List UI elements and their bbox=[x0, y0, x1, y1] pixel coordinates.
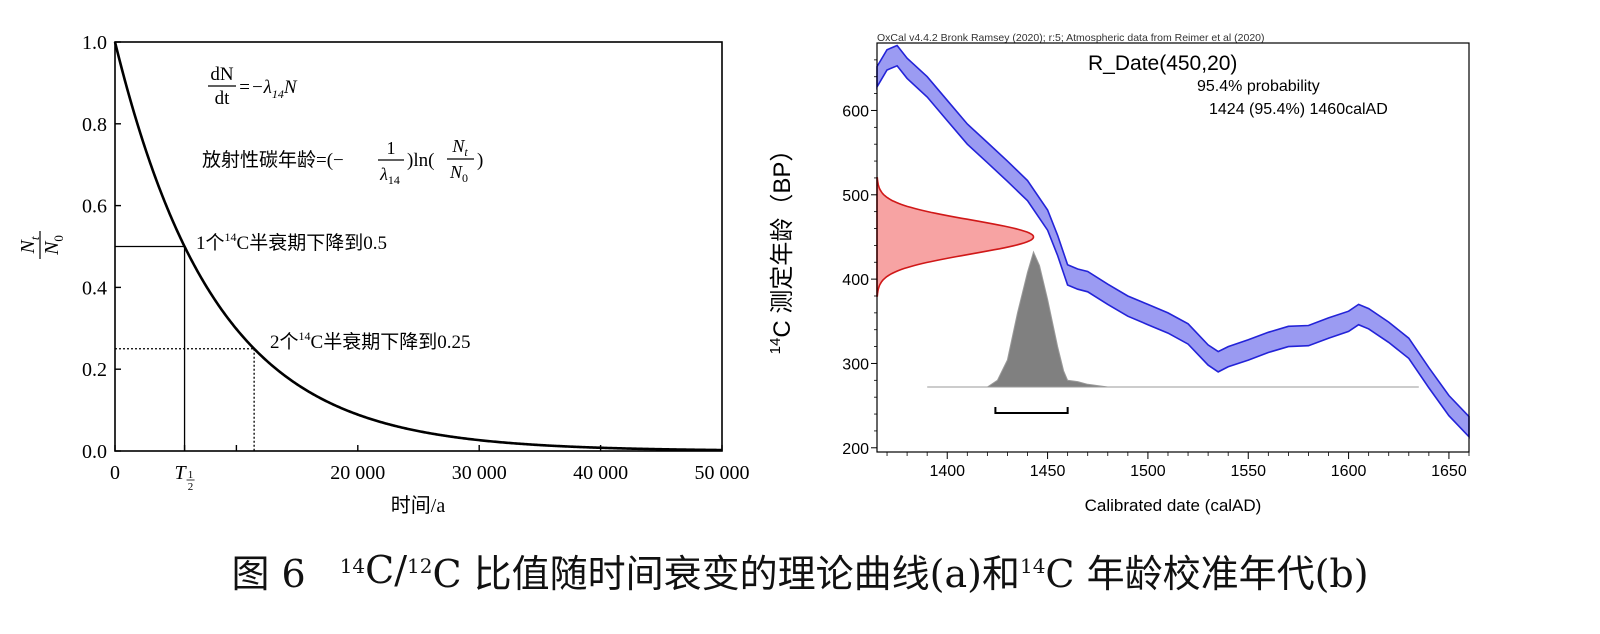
panel-b-range: 1424 (95.4%) 1460calAD bbox=[1209, 101, 1388, 118]
panel-b-y-ticks: 200 300 400 500 600 bbox=[842, 59, 877, 458]
panel-a-y-tick-label: 0.2 bbox=[82, 359, 107, 381]
panel-b-x-tick-label: 1600 bbox=[1331, 463, 1367, 480]
panel-a-y-ticks: 0.0 0.2 0.4 0.6 0.8 1.0 bbox=[82, 32, 121, 463]
eq2-prefix: 放射性碳年龄=(− bbox=[202, 149, 344, 171]
eq2-mid: )ln( bbox=[407, 150, 434, 171]
panel-b-y-tick-label: 300 bbox=[842, 356, 869, 373]
caption-middle: C 比值随时间衰变的理论曲线(a)和 bbox=[432, 551, 1020, 596]
panel-a-x-tick-label: 50 000 bbox=[695, 462, 750, 484]
caption-c-ratio: C/ bbox=[365, 548, 408, 592]
figure-caption: 图 6 14 C/12 C 比值随时间衰变的理论曲线(a)和 14 C 年龄校准年代(… bbox=[0, 540, 1600, 600]
panel-a-y-tick-label: 0.6 bbox=[82, 196, 107, 218]
y-label-denominator: N0 bbox=[41, 235, 66, 256]
panel-b-x-ticks: 1400 1450 1500 1550 1600 1650 bbox=[886, 452, 1470, 480]
panel-a-half-life-guides bbox=[115, 245, 255, 451]
panel-b-x-tick-label: 1500 bbox=[1130, 463, 1166, 480]
measurement-likelihood bbox=[876, 177, 1035, 297]
eq2-frac2-den: N0 bbox=[449, 162, 468, 185]
interval-bracket-line bbox=[994, 407, 1069, 414]
eq2-frac2-num: Nt bbox=[451, 136, 468, 159]
equation-radiocarbon-age: 放射性碳年龄=(− 1 λ14 )ln( Nt N0 ) bbox=[202, 136, 483, 187]
panel-a-y-tick-label: 0.8 bbox=[82, 114, 107, 136]
panel-a-x-tick-label: 20 000 bbox=[330, 462, 385, 484]
panel-b-frame bbox=[876, 42, 1470, 453]
calibrated-posterior bbox=[927, 250, 1419, 388]
eq2-frac1-num: 1 bbox=[387, 138, 396, 158]
eq2-frac1-den: λ14 bbox=[379, 164, 400, 187]
panel-a-decay-chart: 0.0 0.2 0.4 0.6 0.8 1.0 0 20 000 30 000 40 000 50… bbox=[17, 32, 750, 517]
caption-sup-14b: 14 bbox=[1019, 554, 1046, 578]
panel-b-probability: 95.4% probability bbox=[1197, 78, 1320, 95]
eq2-suffix: ) bbox=[477, 150, 483, 171]
panel-a-x-tick-label: 40 000 bbox=[573, 462, 628, 484]
equation-differential: dN dt =−λ14N bbox=[208, 64, 298, 109]
panel-b-title: R_Date(450,20) bbox=[1088, 52, 1237, 75]
panel-b-x-label: Calibrated date (calAD) bbox=[1085, 496, 1262, 515]
posterior-distribution bbox=[927, 250, 1419, 388]
y-label-numerator: Nt bbox=[17, 236, 42, 254]
panel-b-y-tick-label: 400 bbox=[842, 272, 869, 289]
panel-a-y-tick-label: 0.0 bbox=[82, 441, 107, 463]
panel-a-y-label: Nt N0 bbox=[17, 231, 66, 259]
panel-b-x-tick-label: 1450 bbox=[1030, 463, 1066, 480]
panel-b-x-tick-label: 1550 bbox=[1230, 463, 1266, 480]
panel-b-calibration-chart: OxCal v4.4.2 Bronk Ramsey (2020); r:5; A… bbox=[767, 32, 1470, 515]
eq1-denominator: dt bbox=[215, 88, 231, 109]
likelihood-curve bbox=[876, 177, 1035, 297]
annotation-one-half-life: 1个14C半衰期下降到0.5 bbox=[196, 230, 387, 254]
panel-a-x-ticks: 0 20 000 30 000 40 000 50 000 T 12 bbox=[110, 445, 750, 493]
oxcal-header: OxCal v4.4.2 Bronk Ramsey (2020); r:5; A… bbox=[877, 32, 1265, 44]
panel-b-x-tick-label: 1650 bbox=[1431, 463, 1467, 480]
panel-a-x-label: 时间/a bbox=[391, 494, 446, 517]
caption-sup-14a: 14 bbox=[339, 554, 366, 578]
half-life-sub-num: 1 bbox=[188, 469, 194, 481]
panel-a-x-tick-label: 30 000 bbox=[452, 462, 507, 484]
decay-curve bbox=[113, 41, 723, 452]
panel-b-y-tick-label: 600 bbox=[842, 103, 869, 120]
eq1-rhs: =−λ14N bbox=[238, 77, 298, 101]
caption-sup-12: 12 bbox=[407, 554, 433, 578]
caption-figure-number: 图 6 bbox=[231, 551, 306, 596]
half-life-sub-den: 2 bbox=[188, 481, 194, 493]
annotation-two-half-lives: 2个14C半衰期下降到0.25 bbox=[270, 329, 470, 353]
panel-a-y-tick-label: 0.4 bbox=[82, 277, 107, 299]
panel-b-x-tick-label: 1400 bbox=[929, 463, 965, 480]
panel-b-y-tick-label: 200 bbox=[842, 441, 869, 458]
panel-b-y-tick-label: 500 bbox=[842, 188, 869, 205]
interval-95-bracket bbox=[994, 407, 1069, 414]
svg-text:14C 测定年龄（BP）: 14C 测定年龄（BP） bbox=[767, 138, 796, 355]
panel-b-y-label: 14C 测定年龄（BP） bbox=[767, 138, 796, 355]
caption-tail: C 年龄校准年代(b) bbox=[1045, 551, 1369, 596]
panel-a-y-tick-label: 1.0 bbox=[82, 32, 107, 54]
panel-a-x-tick-label: 0 bbox=[110, 462, 120, 484]
eq1-numerator: dN bbox=[210, 64, 234, 85]
half-life-tick-label: T bbox=[175, 462, 188, 484]
